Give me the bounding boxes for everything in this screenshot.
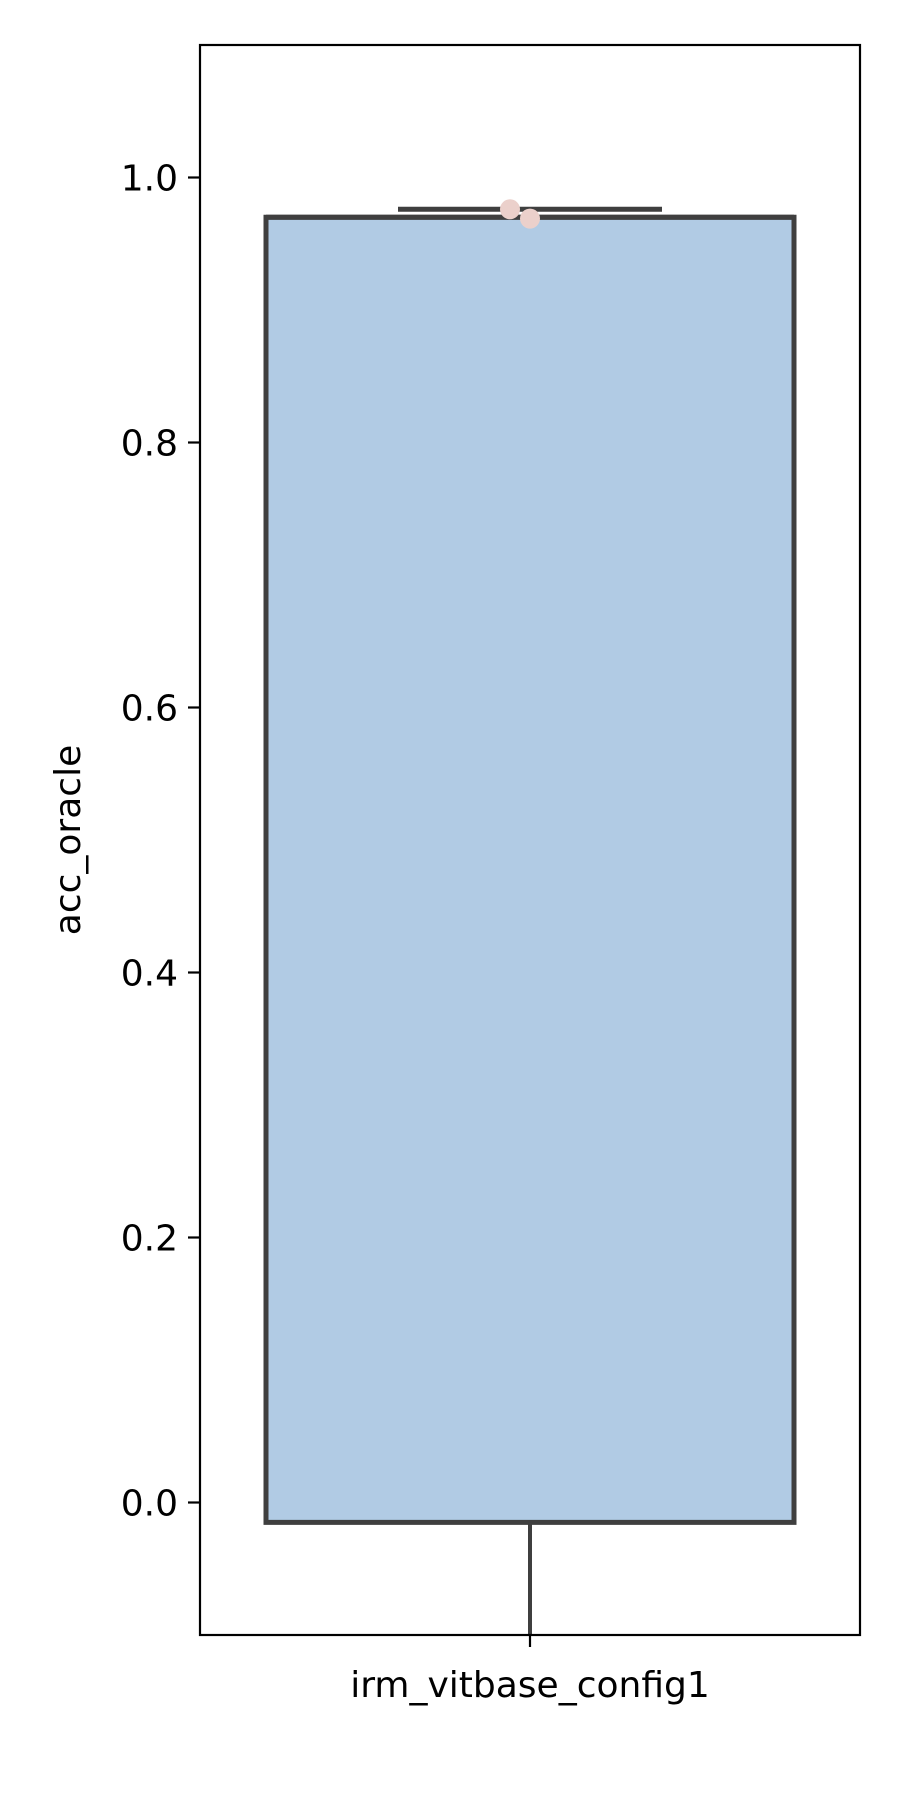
box-body — [266, 217, 794, 1522]
y-axis-label: acc_oracle — [48, 745, 89, 935]
y-tick-label: 0.2 — [121, 1219, 178, 1260]
data-point — [500, 199, 520, 219]
y-tick-label: 1.0 — [121, 159, 178, 200]
x-axis: irm_vitbase_config1 — [350, 1635, 710, 1706]
y-axis: 0.0 0.2 0.4 0.6 0.8 1.0 — [121, 159, 200, 1525]
y-tick-label: 0.8 — [121, 424, 178, 465]
y-tick-label: 0.4 — [121, 954, 178, 995]
x-tick-label: irm_vitbase_config1 — [350, 1665, 710, 1706]
y-tick-label: 0.0 — [121, 1484, 178, 1525]
data-point — [520, 209, 540, 229]
y-tick-label: 0.6 — [121, 689, 178, 730]
box-layer — [266, 209, 794, 1635]
